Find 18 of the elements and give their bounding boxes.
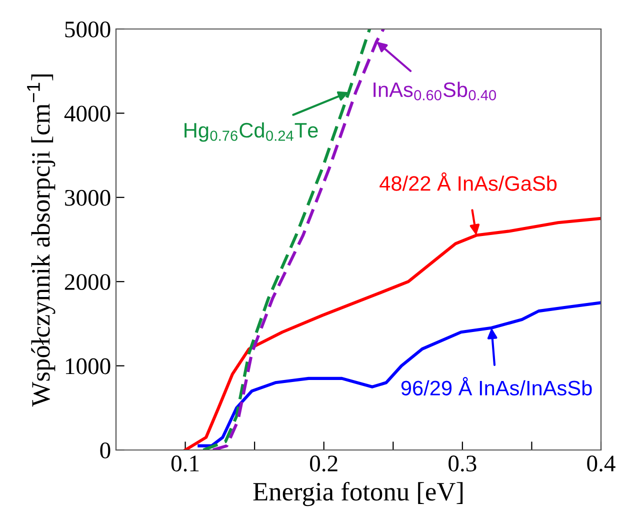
line-series <box>184 216 601 450</box>
y-tick-label: 0 <box>100 442 110 458</box>
y-tick-label: 2000 <box>64 274 110 290</box>
y-tick-label: 5000 <box>65 21 110 38</box>
annotation: InAs$_{0.60}$Sb$_{0.40}$ <box>374 82 496 100</box>
x-tick-label: 0.1 <box>171 456 199 472</box>
annotation: Hg$_{0.76}$Cd$_{0.24}$Te <box>184 122 318 142</box>
line-series <box>198 301 601 448</box>
y-tick-label: 3000 <box>65 190 110 206</box>
y-tick-label: 4000 <box>64 106 110 122</box>
x-axis-title: Energia fotonu [eV] <box>253 482 463 506</box>
x-tick-label: 0.4 <box>587 456 616 472</box>
y-axis-title: Współczynnik absorpcji [cm$^{−1}$] <box>27 74 56 407</box>
x-tick-label: 0.2 <box>310 456 338 472</box>
y-tick-label: 1000 <box>66 358 110 374</box>
annotation: 96/29 Å InAs/InAsSb <box>401 377 592 396</box>
x-tick-label: 0.3 <box>448 456 476 472</box>
annotation: 48/22 Å InAs/GaSb <box>380 172 557 191</box>
